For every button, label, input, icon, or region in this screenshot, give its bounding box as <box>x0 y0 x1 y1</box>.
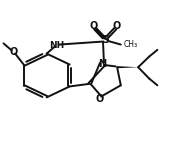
Polygon shape <box>117 66 138 68</box>
Text: S: S <box>101 35 109 45</box>
Text: O: O <box>95 94 104 104</box>
Text: O: O <box>113 21 121 31</box>
Text: NH: NH <box>49 41 64 50</box>
Text: O: O <box>10 47 18 57</box>
Text: CH₃: CH₃ <box>124 40 138 49</box>
Text: N: N <box>98 59 107 69</box>
Text: O: O <box>89 21 98 31</box>
